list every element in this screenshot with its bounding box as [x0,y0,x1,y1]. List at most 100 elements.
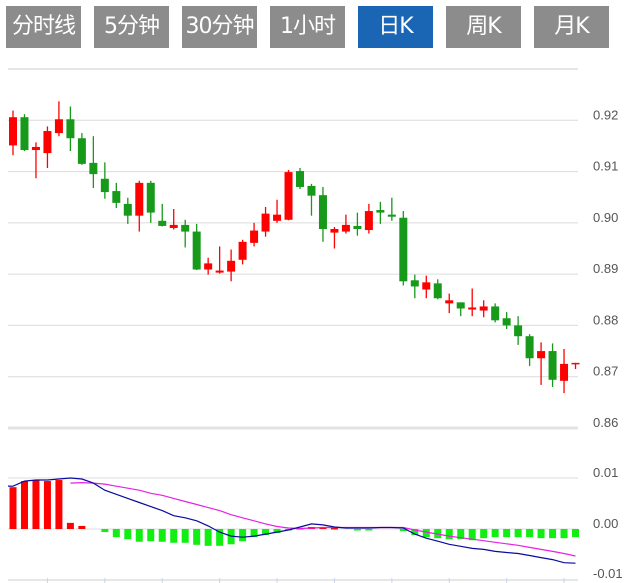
candle-up [250,222,259,247]
macd-bar-negative [135,529,143,542]
macd-bar-negative [468,529,476,541]
candle-up [227,249,236,282]
candle-body [54,119,63,134]
candle-body [66,119,75,139]
candle-body [261,213,270,232]
candle-down [146,180,155,223]
macd-lines [7,477,576,564]
tab-1hour[interactable]: 1小时 [270,6,345,48]
candle-body [135,182,144,216]
macd-bar-negative [480,529,488,539]
candle-down [410,274,419,299]
candle-up [571,362,580,370]
macd-tick-label: -0.01 [593,566,623,581]
candle-down [514,316,523,345]
candle-up [31,142,40,179]
macd-bar-negative [124,529,132,540]
macd-bar-negative [273,529,281,534]
candle-down [181,219,190,248]
candle-body [296,171,304,187]
candle-body [537,351,546,359]
price-tick-label: 0.87 [593,364,618,379]
macd-bar-negative [239,529,247,542]
macd-bar-positive [43,481,51,529]
candle-down [433,279,442,300]
candle-down [77,133,86,165]
candle-body [307,185,316,196]
candle-body [514,325,523,337]
candle-down [123,197,132,224]
candle-down [100,162,109,199]
candle-body [387,214,396,217]
candle-up [204,257,213,275]
macd-bar-negative [181,529,189,543]
candle-up [54,101,63,137]
tab-intraday[interactable]: 分时线 [6,6,81,48]
tab-monthly-k[interactable]: 月K [534,6,609,48]
macd-bar-negative [572,529,580,538]
macd-bar-negative [422,529,430,538]
dif-line [7,477,576,564]
grid [8,68,578,583]
macd-bar-negative [399,529,407,532]
macd-bar-positive [9,487,17,529]
candle-down [66,106,75,152]
tab-weekly-k[interactable]: 周K [446,6,521,48]
candle-body [330,229,339,233]
candle-down [307,183,316,216]
candle-up [330,226,339,249]
candle-body [77,138,86,164]
candle-down [376,201,385,224]
tab-daily-k[interactable]: 日K [358,6,433,48]
macd-bar-negative [216,529,224,546]
macd-bar-negative [250,529,258,538]
candle-up [479,300,488,318]
period-tabs: 分时线 5分钟 30分钟 1小时 日K 周K 月K [0,0,637,60]
candle-up [537,342,546,385]
candle-down [399,211,408,286]
candle-up [468,288,477,317]
candle-up [43,126,52,168]
price-tick-label: 0.88 [593,312,618,327]
macd-bar-negative [526,529,534,538]
candle-body [215,270,224,273]
candle-down [89,136,98,188]
candle-down [456,302,465,317]
candle-body [410,280,419,287]
tab-5min[interactable]: 5分钟 [94,6,169,48]
price-tick-label: 0.86 [593,415,618,430]
candle-body [525,336,534,359]
macd-bar-positive [78,525,86,529]
candle-up [560,349,569,394]
candle-down [387,197,396,221]
macd-bar-positive [330,527,338,530]
candle-body [479,306,488,311]
candle-body [318,195,327,230]
dea-line [70,481,576,557]
candle-up [364,203,373,234]
price-tick-label: 0.91 [593,159,618,174]
candle-body [250,230,259,243]
candle-up [135,180,144,232]
candle-body [468,307,477,310]
candle-body [181,224,190,232]
candle-down [192,223,201,271]
macd-bar-negative [170,529,178,543]
tab-30min[interactable]: 30分钟 [182,6,257,48]
macd-tick-label: 0.01 [593,465,618,480]
macd-bar-positive [32,480,40,529]
macd-bar-negative [560,529,568,539]
candle-down [158,203,167,227]
macd-histogram [9,480,580,546]
candle-body [433,283,442,299]
candle-body [560,363,569,381]
candle-body [571,362,580,365]
macd-bar-negative [537,529,545,539]
candle-down [548,343,557,387]
candle-body [456,302,465,309]
candle-body [364,211,373,231]
price-tick-label: 0.92 [593,107,618,122]
macd-bar-negative [411,529,419,536]
candle-up [169,209,178,230]
